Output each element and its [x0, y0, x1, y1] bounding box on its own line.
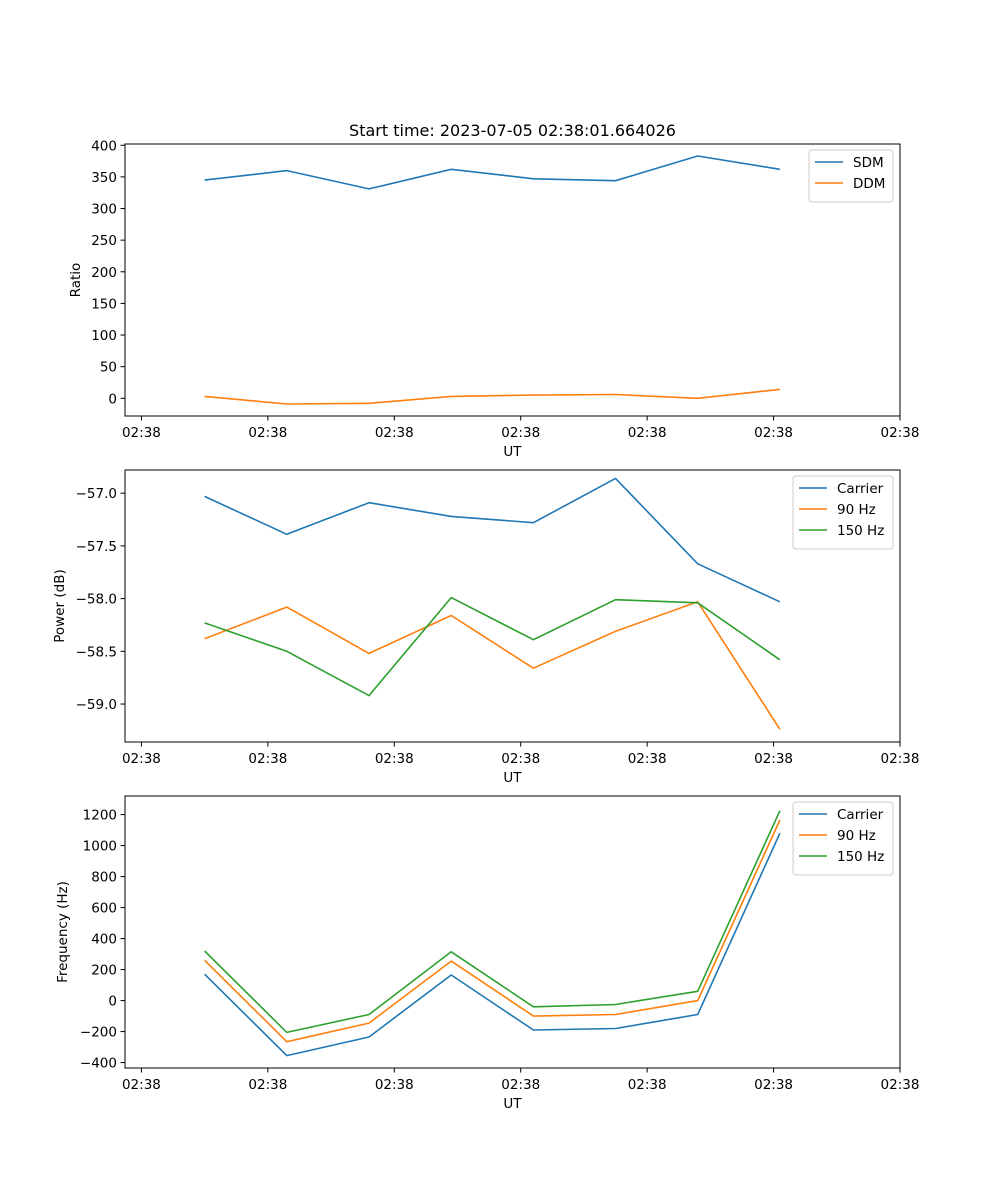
y-tick-label: 350: [91, 170, 117, 186]
y-tick-label: −59.0: [76, 697, 117, 713]
x-tick-label: 02:38: [248, 425, 287, 441]
y-tick-label: 250: [91, 233, 117, 249]
y-tick-label: −200: [80, 1025, 117, 1041]
x-tick-label: 02:38: [754, 1077, 793, 1093]
legend-box: [808, 149, 894, 203]
x-tick-label: 02:38: [375, 751, 414, 767]
legend-label: SDM: [853, 155, 884, 171]
x-tick-label: 02:38: [628, 751, 667, 767]
legend: SDM DDM: [808, 149, 894, 203]
legend-label: Carrier: [837, 481, 884, 497]
power-chart: 02:3802:3802:3802:3802:3802:3802:3802:39…: [52, 469, 920, 786]
x-tick-label: 02:38: [122, 425, 161, 441]
x-tick-label: 02:38: [122, 751, 161, 767]
axes-frame: [124, 795, 901, 1069]
x-tick-label: 02:38: [375, 1077, 414, 1093]
y-tick-label: 1200: [83, 808, 117, 824]
axes-frame: [124, 469, 901, 743]
series-line-carrier: [204, 832, 781, 1057]
y-tick-label: 150: [91, 296, 117, 312]
series-line-150-hz: [204, 596, 781, 697]
y-tick-label: 600: [91, 901, 117, 917]
x-axis-label: UT: [503, 444, 522, 460]
y-axis-label: Power (dB): [52, 569, 68, 642]
x-tick-label: 02:38: [628, 1077, 667, 1093]
series-line-150-hz: [204, 810, 781, 1034]
series-line-ddm: [204, 388, 780, 405]
legend-label: 90 Hz: [837, 828, 876, 844]
y-tick-label: 400: [91, 138, 117, 154]
x-tick-label: 02:38: [754, 751, 793, 767]
series-line-90-hz: [204, 600, 781, 730]
x-tick-label: 02:38: [375, 425, 414, 441]
y-tick-label: −57.5: [76, 539, 117, 555]
series-line-90-hz: [204, 819, 781, 1043]
y-tick-label: 0: [108, 391, 117, 407]
x-tick-label: 02:38: [122, 1077, 161, 1093]
legend-label: Carrier: [837, 807, 884, 823]
legend-label: 90 Hz: [837, 502, 876, 518]
y-axis-label: Ratio: [68, 263, 84, 298]
legend-label: 150 Hz: [837, 523, 884, 539]
x-tick-label: 02:38: [881, 425, 920, 441]
legend-label: 150 Hz: [837, 849, 884, 865]
y-tick-label: 800: [91, 870, 117, 886]
y-tick-label: 400: [91, 932, 117, 948]
legend: Carrier 90 Hz 150 Hz: [792, 475, 894, 550]
x-tick-label: 02:38: [501, 425, 540, 441]
y-tick-label: 300: [91, 202, 117, 218]
y-tick-label: 50: [100, 360, 117, 376]
y-axis-label: Frequency (Hz): [55, 881, 71, 983]
frequency-chart: 02:3802:3802:3802:3802:3802:3802:3802:39…: [55, 795, 920, 1112]
axes-frame: [124, 143, 901, 417]
x-tick-label: 02:38: [754, 425, 793, 441]
y-tick-label: 200: [91, 265, 117, 281]
ratio-chart: 02:3802:3802:3802:3802:3802:3802:3802:39…: [68, 138, 920, 460]
x-tick-label: 02:38: [881, 751, 920, 767]
y-tick-label: 1000: [83, 839, 117, 855]
y-tick-label: 0: [108, 994, 117, 1010]
y-tick-label: −58.5: [76, 644, 117, 660]
x-axis-label: UT: [503, 1096, 522, 1112]
y-tick-label: 200: [91, 963, 117, 979]
series-line-sdm: [204, 155, 781, 190]
legend: Carrier 90 Hz 150 Hz: [792, 801, 894, 876]
x-tick-label: 02:38: [628, 425, 667, 441]
y-tick-label: 100: [91, 328, 117, 344]
x-axis-label: UT: [503, 770, 522, 786]
series-line-carrier: [204, 477, 781, 603]
y-tick-label: −58.0: [76, 592, 117, 608]
x-tick-label: 02:38: [501, 751, 540, 767]
x-tick-label: 02:38: [881, 1077, 920, 1093]
legend-label: DDM: [853, 176, 885, 192]
x-tick-label: 02:38: [248, 751, 287, 767]
y-tick-label: −57.0: [76, 486, 117, 502]
y-tick-label: −400: [80, 1056, 117, 1072]
figure-title: Start time: 2023-07-05 02:38:01.664026: [349, 121, 676, 140]
x-tick-label: 02:38: [248, 1077, 287, 1093]
x-tick-label: 02:38: [501, 1077, 540, 1093]
